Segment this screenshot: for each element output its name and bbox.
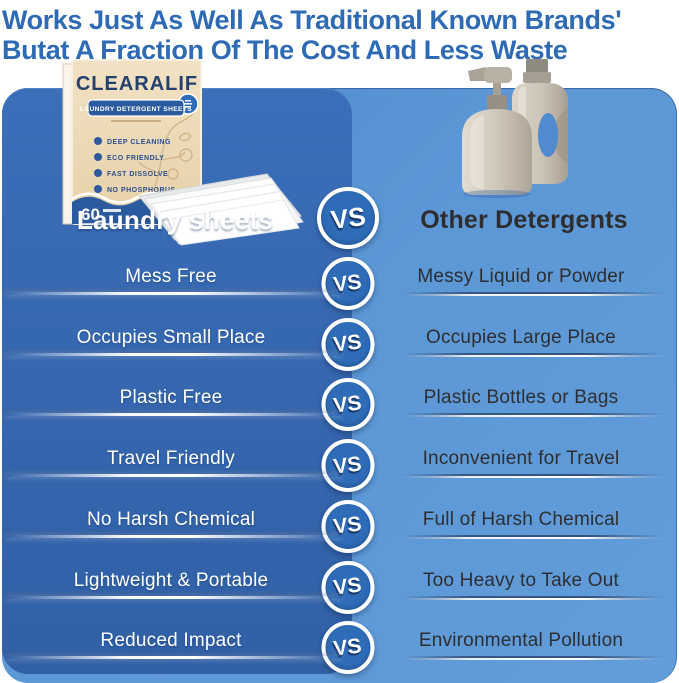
box-count-text: 60 bbox=[81, 205, 100, 224]
vs-badge: VS bbox=[321, 317, 375, 371]
sheet-benefit: Mess Free bbox=[125, 266, 217, 287]
comparison-row-travel: Travel Friendly VS Inconvenient for Trav… bbox=[0, 430, 679, 493]
comparison-row-mess: Mess Free VS Messy Liquid or Powder bbox=[0, 248, 679, 310]
detergent-bottles-image bbox=[462, 59, 568, 198]
right-divider bbox=[402, 595, 664, 600]
headline-line1: Works Just As Well As Traditional Known … bbox=[2, 5, 622, 35]
box-fineprint-line bbox=[111, 120, 161, 122]
sheet-benefit: Travel Friendly bbox=[107, 448, 235, 470]
laundry-sheets-product-image: CLEARALIF LAUNDRY DETERGENT SHEETS DEEP … bbox=[62, 59, 304, 246]
right-divider bbox=[402, 474, 664, 479]
comparison-rows: Mess Free VS Messy Liquid or Powder Occu… bbox=[0, 248, 679, 675]
sheet-benefit: Plastic Free bbox=[119, 387, 223, 409]
comparison-row-plastic: Plastic Free VS Plastic Bottles or Bags bbox=[0, 369, 679, 432]
left-divider bbox=[6, 352, 342, 356]
pump-bottle bbox=[462, 67, 532, 198]
box-feature-4: NO PHOSPHORUS bbox=[107, 187, 176, 194]
bottle-shadow bbox=[463, 190, 531, 198]
right-divider bbox=[402, 352, 664, 357]
detergent-drawback: Full of Harsh Chemical bbox=[422, 508, 620, 530]
left-column-header: Laundry sheets bbox=[76, 204, 274, 235]
headline: Works Just As Well As Traditional Known … bbox=[2, 5, 679, 65]
left-divider bbox=[6, 474, 342, 478]
detergent-drawback: Inconvenient for Travel bbox=[422, 448, 620, 470]
comparison-row-weight: Lightweight & Portable VS Too Heavy to T… bbox=[0, 552, 679, 614]
box-brand-text: CLEARALIF bbox=[76, 73, 198, 95]
vs-badge-header: VS bbox=[317, 187, 379, 249]
sheet-benefit: Occupies Small Place bbox=[76, 326, 266, 348]
comparison-row-impact: Reduced Impact VS Environmental Pollutio… bbox=[0, 612, 679, 675]
floral-sketch bbox=[138, 113, 194, 187]
white-sheets-stack bbox=[138, 173, 304, 246]
vs-badge: VS bbox=[321, 499, 375, 553]
left-divider bbox=[6, 534, 342, 538]
detergent-drawback: Environmental Pollution bbox=[418, 630, 624, 652]
right-divider bbox=[402, 292, 664, 296]
detergent-drawback: Occupies Large Place bbox=[426, 326, 616, 348]
right-divider bbox=[402, 534, 664, 539]
sheet-benefit: Lightweight & Portable bbox=[73, 569, 269, 591]
box-banner bbox=[87, 99, 185, 117]
sheet-benefit: Reduced Impact bbox=[100, 630, 242, 652]
detergent-sheets-box: CLEARALIF LAUNDRY DETERGENT SHEETS DEEP … bbox=[62, 59, 202, 225]
vs-badge: VS bbox=[321, 439, 375, 493]
detergent-drawback: Messy Liquid or Powder bbox=[417, 266, 625, 287]
box-feature-2: ECO FRIENDLY bbox=[107, 155, 164, 162]
comparison-header: Laundry sheets Other Detergents bbox=[0, 192, 679, 248]
box-feature-3: FAST DISSOLVE bbox=[107, 171, 168, 178]
left-divider bbox=[6, 292, 342, 295]
vs-badge: VS bbox=[321, 560, 375, 614]
right-column-header: Other Detergents bbox=[420, 205, 628, 234]
detergent-drawback: Too Heavy to Take Out bbox=[422, 569, 620, 591]
comparison-row-chemical: No Harsh Chemical VS Full of Harsh Chemi… bbox=[0, 491, 679, 553]
left-divider bbox=[6, 656, 342, 660]
sheet-benefit: No Harsh Chemical bbox=[86, 508, 256, 530]
left-divider bbox=[6, 413, 342, 417]
box-banner-text: LAUNDRY DETERGENT SHEETS bbox=[80, 106, 192, 113]
box-feature-1: DEEP CLEANING bbox=[107, 139, 171, 146]
vs-badge: VS bbox=[321, 378, 375, 432]
box-feature-list: DEEP CLEANING ECO FRIENDLY FAST DISSOLVE… bbox=[94, 137, 176, 194]
vs-badge: VS bbox=[321, 257, 375, 310]
comparison-row-space: Occupies Small Place VS Occupies Large P… bbox=[0, 309, 679, 371]
right-divider bbox=[402, 656, 664, 661]
left-divider bbox=[6, 595, 342, 599]
detergent-drawback: Plastic Bottles or Bags bbox=[423, 387, 619, 409]
jug-handle-hole bbox=[538, 113, 558, 157]
right-divider bbox=[402, 413, 664, 418]
vs-badge: VS bbox=[321, 621, 375, 675]
